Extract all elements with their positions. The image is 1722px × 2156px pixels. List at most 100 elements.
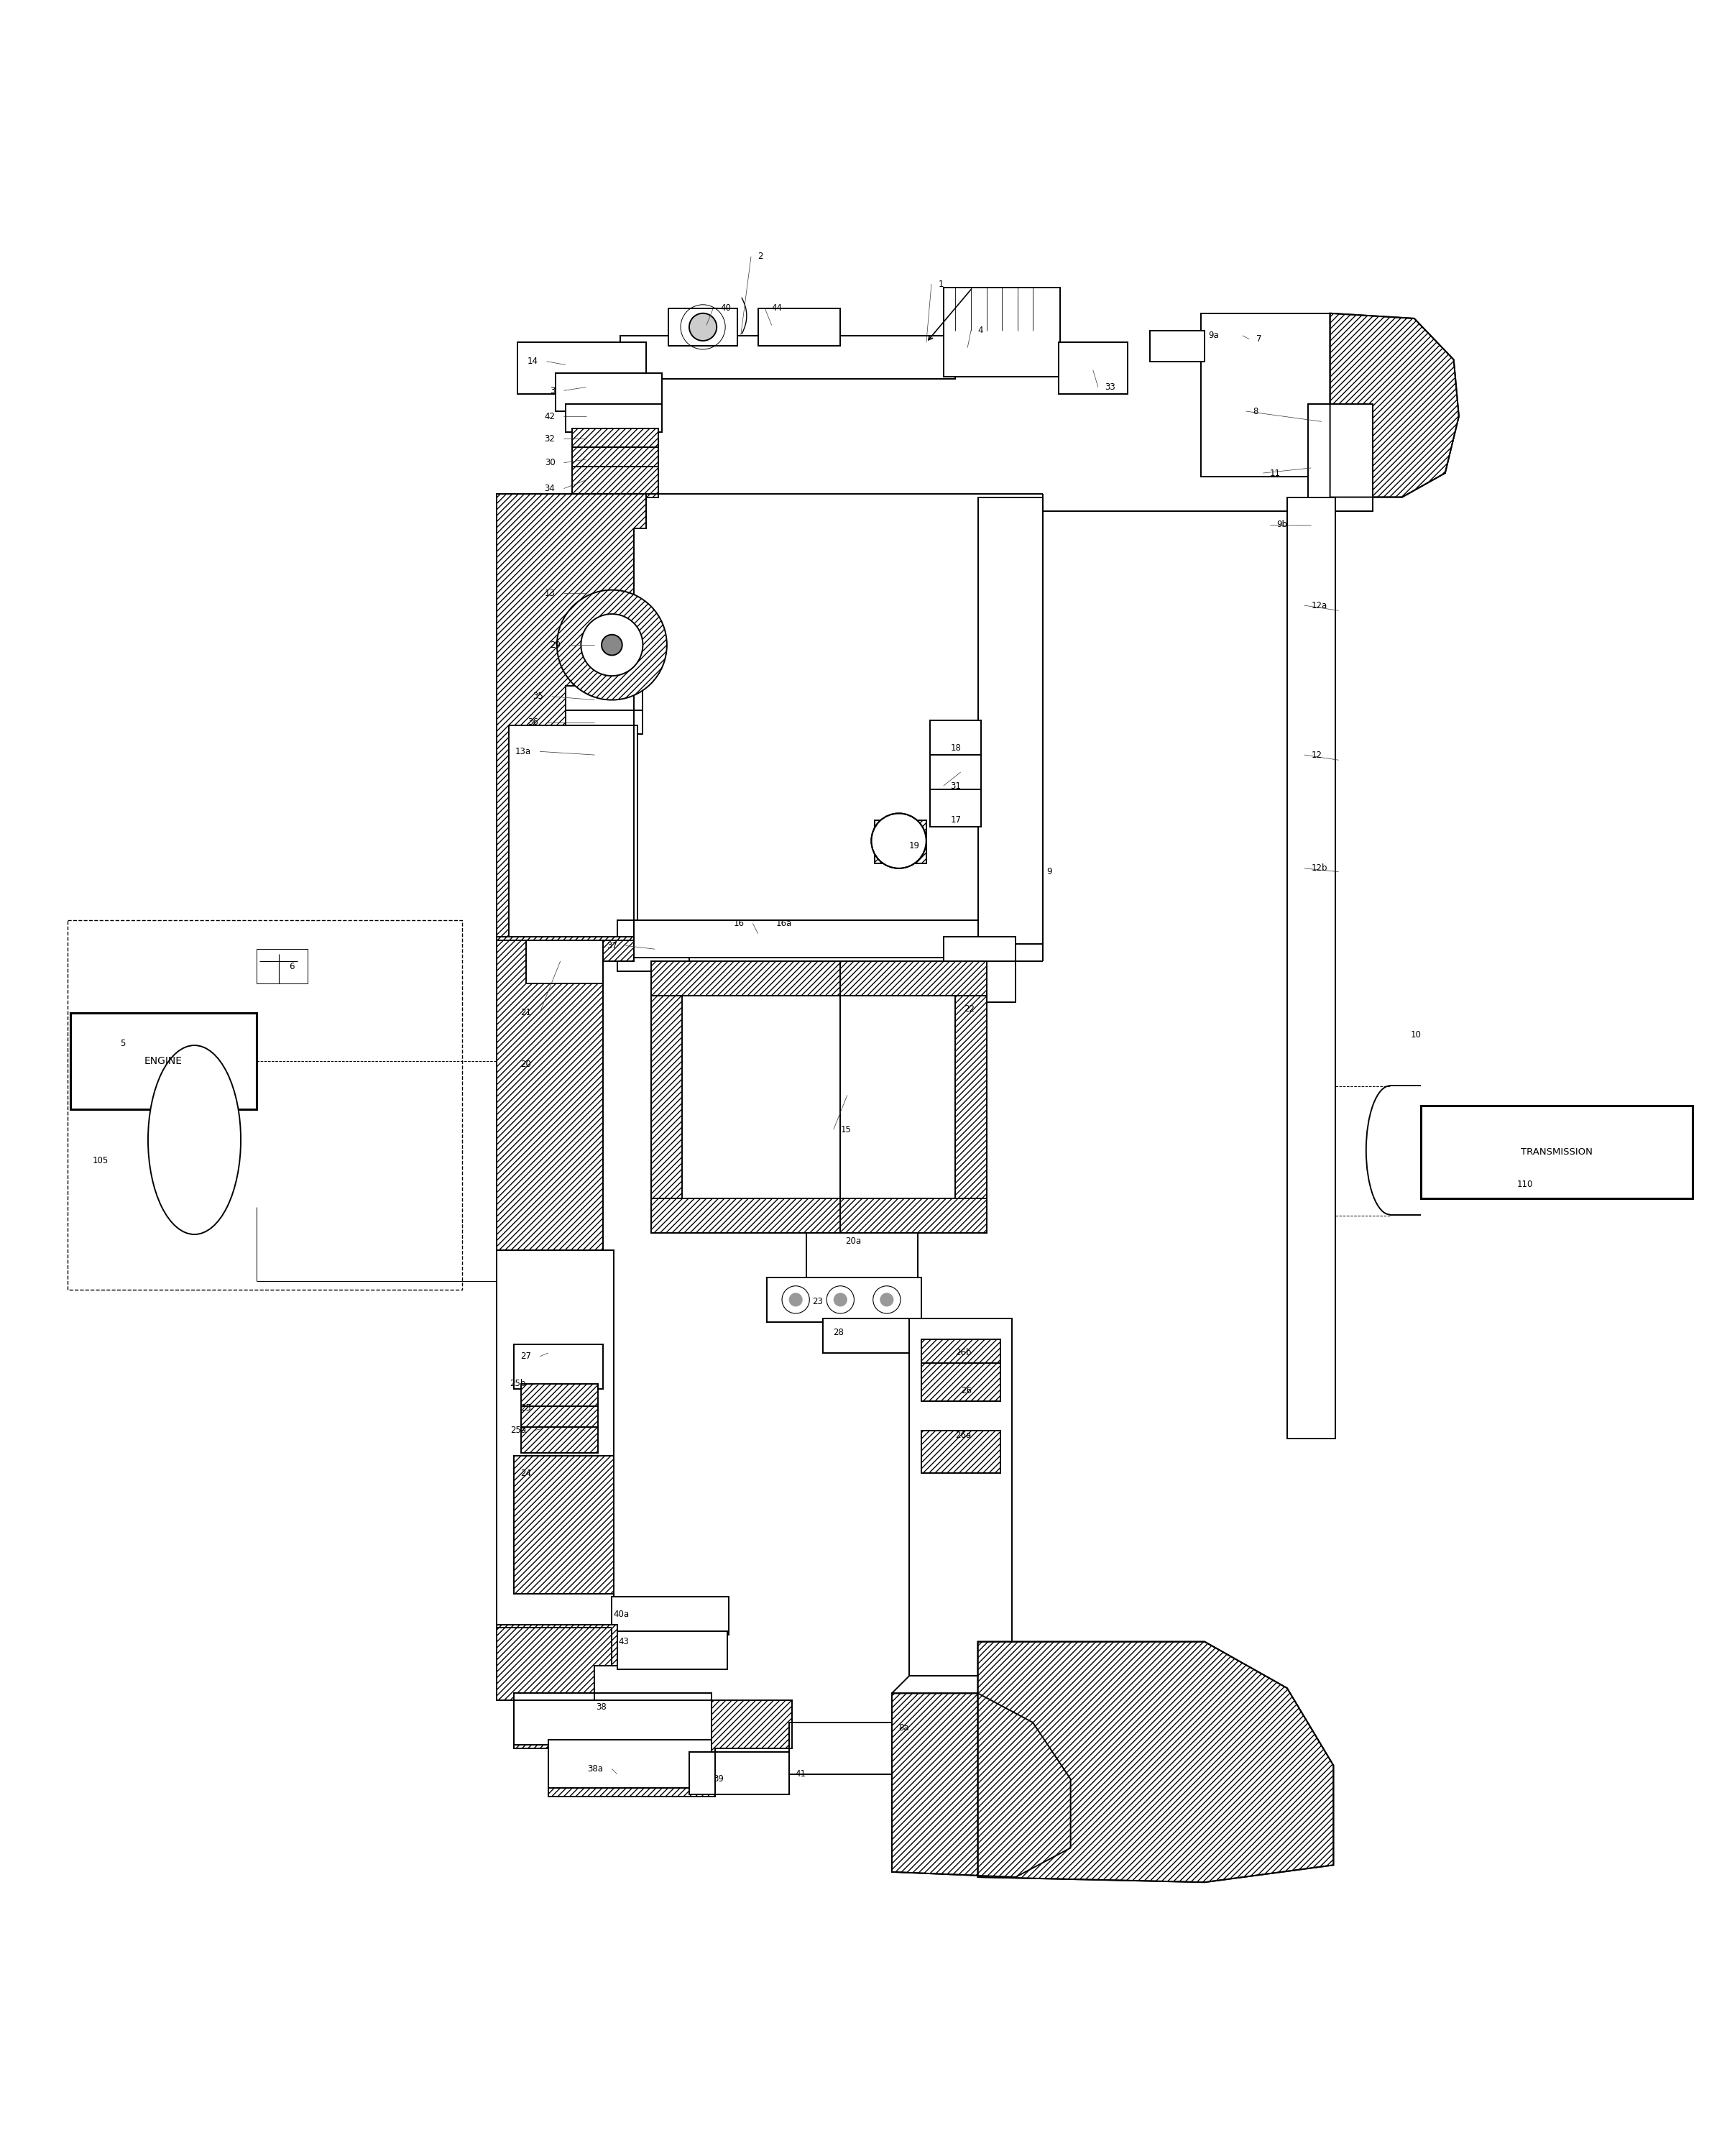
Text: 26b: 26b — [956, 1348, 971, 1358]
Text: 5: 5 — [121, 1039, 126, 1048]
Bar — [806, 1233, 918, 1276]
Bar — [978, 498, 1044, 944]
Text: 110: 110 — [1517, 1179, 1533, 1190]
Text: 13a: 13a — [515, 746, 530, 757]
Circle shape — [873, 1285, 901, 1313]
Bar — [565, 627, 660, 666]
Bar — [616, 1632, 727, 1669]
Circle shape — [580, 614, 642, 675]
Text: 8: 8 — [1252, 407, 1259, 416]
Bar — [930, 789, 982, 828]
Bar — [616, 1632, 727, 1669]
Text: 13: 13 — [544, 589, 554, 597]
Bar — [651, 1199, 987, 1233]
Bar — [517, 343, 646, 395]
Text: 44: 44 — [771, 304, 782, 313]
Bar — [758, 308, 840, 345]
Bar — [496, 1250, 613, 1623]
Bar — [548, 1740, 711, 1787]
Text: 25b: 25b — [510, 1380, 525, 1388]
Text: 12: 12 — [1310, 750, 1322, 759]
Text: 3: 3 — [549, 386, 554, 395]
Bar — [565, 405, 661, 431]
Bar — [668, 308, 737, 345]
Circle shape — [880, 1294, 894, 1307]
Bar — [634, 921, 978, 957]
Polygon shape — [496, 494, 646, 940]
Bar — [651, 996, 682, 1199]
Bar — [944, 287, 1061, 377]
Bar — [520, 1427, 598, 1453]
Bar — [565, 686, 642, 714]
Text: 9a: 9a — [1209, 330, 1219, 341]
Text: 42: 42 — [544, 412, 554, 420]
Bar — [930, 789, 982, 828]
Bar — [520, 1406, 598, 1429]
Circle shape — [556, 591, 666, 701]
Bar — [823, 1319, 923, 1354]
Bar — [1421, 1106, 1693, 1199]
Bar — [257, 949, 308, 983]
Bar — [1202, 313, 1329, 476]
Bar — [513, 1345, 603, 1388]
Bar — [944, 938, 1016, 1003]
Bar — [1286, 498, 1335, 1438]
Circle shape — [782, 1285, 809, 1313]
Bar — [668, 975, 969, 1218]
Bar — [944, 938, 1016, 1003]
Bar — [496, 1250, 613, 1623]
Bar — [508, 727, 637, 940]
Text: 18: 18 — [951, 744, 961, 752]
Bar — [921, 1363, 1000, 1401]
Polygon shape — [1329, 313, 1459, 498]
Text: 20: 20 — [520, 1059, 530, 1069]
Text: 11: 11 — [1269, 468, 1281, 479]
Bar — [944, 287, 1061, 377]
Text: 2: 2 — [758, 252, 763, 261]
Bar — [766, 1276, 921, 1322]
Polygon shape — [892, 1692, 1071, 1878]
Bar — [806, 1233, 918, 1276]
Text: 20a: 20a — [846, 1238, 861, 1246]
Bar — [1150, 330, 1205, 362]
Bar — [565, 709, 642, 735]
Text: 38: 38 — [596, 1703, 606, 1712]
Bar — [921, 1339, 1000, 1367]
Bar — [554, 373, 661, 412]
Text: 9: 9 — [1047, 867, 1052, 877]
Bar — [1059, 343, 1128, 395]
Bar — [1307, 405, 1372, 511]
Text: 6: 6 — [289, 962, 294, 970]
Text: 15: 15 — [840, 1125, 851, 1134]
Text: 38a: 38a — [587, 1764, 603, 1774]
Text: 12a: 12a — [1310, 602, 1328, 610]
Text: 8a: 8a — [899, 1723, 909, 1731]
Bar — [525, 940, 603, 983]
Bar — [565, 686, 642, 714]
Bar — [525, 940, 603, 983]
Text: 29: 29 — [549, 640, 560, 649]
Bar — [513, 1455, 613, 1593]
Bar — [930, 755, 982, 793]
Bar — [620, 336, 956, 379]
Bar — [634, 921, 978, 957]
Text: 21: 21 — [520, 1009, 530, 1018]
Text: 1: 1 — [938, 280, 944, 289]
Text: 30: 30 — [544, 457, 554, 468]
Bar — [513, 1345, 603, 1388]
Bar — [689, 1751, 789, 1794]
Text: 25: 25 — [520, 1404, 530, 1412]
Bar — [565, 627, 660, 666]
Bar — [548, 1740, 711, 1787]
Bar — [823, 1319, 923, 1354]
Bar — [1290, 511, 1328, 539]
Bar — [651, 962, 987, 996]
Bar — [67, 921, 463, 1289]
Bar — [508, 727, 637, 940]
Bar — [513, 1692, 711, 1744]
Bar — [616, 921, 689, 972]
Text: 12b: 12b — [1310, 865, 1328, 873]
Text: 43: 43 — [618, 1636, 629, 1647]
Text: 28: 28 — [833, 1328, 844, 1337]
Bar — [978, 498, 1044, 944]
